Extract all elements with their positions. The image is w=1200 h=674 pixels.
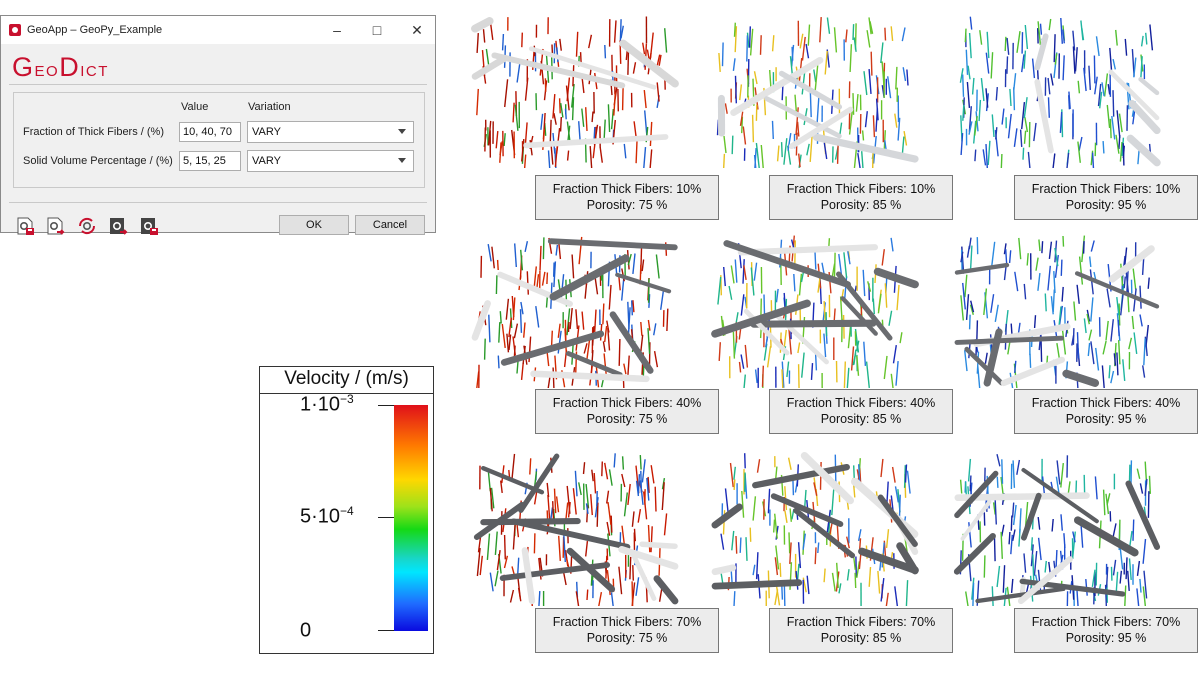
solid-volume-value-input[interactable] xyxy=(179,151,241,171)
tick-mid xyxy=(378,517,394,518)
porosity-label: Porosity: 85 % xyxy=(820,198,902,212)
porosity-label: Porosity: 95 % xyxy=(1065,631,1147,645)
porosity-label: Porosity: 85 % xyxy=(820,631,902,645)
simulation-render-5 xyxy=(710,225,920,388)
fiber-fraction-label: Fraction Thick Fibers: 70% xyxy=(552,615,702,629)
app-icon xyxy=(9,24,21,36)
simulation-render-6 xyxy=(952,225,1162,388)
geoapp-dialog: GeoApp – GeoPy_Example – □ ✕ GeoDict Val… xyxy=(0,15,436,236)
thick-fibers-value-input[interactable] xyxy=(179,122,241,142)
simulation-render-9 xyxy=(952,443,1162,606)
logo-divider xyxy=(9,84,427,85)
porosity-label: Porosity: 85 % xyxy=(820,412,902,426)
refresh-settings-icon[interactable] xyxy=(77,216,97,236)
cancel-button[interactable]: Cancel xyxy=(355,215,425,235)
simulation-render-3 xyxy=(952,5,1162,168)
chevron-down-icon xyxy=(398,158,406,163)
fiber-fraction-label: Fraction Thick Fibers: 40% xyxy=(552,396,702,410)
tick-label-mid: 5·10−4 xyxy=(300,504,354,528)
fiber-fraction-label: Fraction Thick Fibers: 70% xyxy=(1031,615,1181,629)
porosity-label: Porosity: 75 % xyxy=(586,198,668,212)
result-caption-1: Fraction Thick Fibers: 10% Porosity: 75 % xyxy=(535,175,719,220)
export-icon[interactable] xyxy=(108,216,128,236)
result-caption-2: Fraction Thick Fibers: 10% Porosity: 85 % xyxy=(769,175,953,220)
tick-max xyxy=(378,405,394,406)
ok-button[interactable]: OK xyxy=(279,215,349,235)
title-bar[interactable]: GeoApp – GeoPy_Example – □ ✕ xyxy=(1,16,435,44)
thick-fibers-label: Fraction of Thick Fibers / (%) xyxy=(23,126,164,138)
fiber-fraction-label: Fraction Thick Fibers: 40% xyxy=(1031,396,1181,410)
result-caption-9: Fraction Thick Fibers: 70% Porosity: 95 % xyxy=(1014,608,1198,653)
chevron-down-icon xyxy=(398,129,406,134)
maximize-icon[interactable]: □ xyxy=(372,22,382,38)
fiber-fraction-label: Fraction Thick Fibers: 10% xyxy=(786,182,936,196)
porosity-label: Porosity: 95 % xyxy=(1065,198,1147,212)
save-settings-icon[interactable] xyxy=(15,216,35,236)
window-title: GeoApp – GeoPy_Example xyxy=(27,24,163,36)
simulation-render-4 xyxy=(470,225,680,388)
fiber-fraction-label: Fraction Thick Fibers: 10% xyxy=(552,182,702,196)
result-caption-5: Fraction Thick Fibers: 40% Porosity: 85 % xyxy=(769,389,953,434)
toolbar-divider xyxy=(9,202,427,203)
minimize-icon[interactable]: – xyxy=(333,22,341,38)
result-caption-8: Fraction Thick Fibers: 70% Porosity: 85 % xyxy=(769,608,953,653)
result-caption-4: Fraction Thick Fibers: 40% Porosity: 75 % xyxy=(535,389,719,434)
colorbar-title: Velocity / (m/s) xyxy=(284,368,409,389)
simulation-render-8 xyxy=(710,443,920,606)
tick-label-min: 0 xyxy=(300,619,312,642)
parameter-group xyxy=(13,92,425,188)
solid-volume-label: Solid Volume Percentage / (%) xyxy=(23,155,173,167)
fiber-fraction-label: Fraction Thick Fibers: 10% xyxy=(1031,182,1181,196)
value-column-header: Value xyxy=(181,101,209,113)
tick-label-max: 1·10−3 xyxy=(300,392,354,416)
solid-volume-variation-value: VARY xyxy=(252,155,281,167)
tick-min xyxy=(378,630,394,631)
simulation-render-1 xyxy=(470,5,680,168)
close-icon[interactable]: ✕ xyxy=(411,21,423,38)
velocity-colorbar: Velocity / (m/s) 1·10−3 5·10−4 0 xyxy=(259,366,434,654)
lock-icon[interactable] xyxy=(139,216,159,236)
result-caption-6: Fraction Thick Fibers: 40% Porosity: 95 % xyxy=(1014,389,1198,434)
variation-column-header: Variation xyxy=(248,101,291,113)
solid-volume-variation-select[interactable]: VARY xyxy=(247,150,414,172)
thick-fibers-variation-select[interactable]: VARY xyxy=(247,121,414,143)
porosity-label: Porosity: 95 % xyxy=(1065,412,1147,426)
porosity-label: Porosity: 75 % xyxy=(586,412,668,426)
porosity-label: Porosity: 75 % xyxy=(586,631,668,645)
result-caption-7: Fraction Thick Fibers: 70% Porosity: 75 % xyxy=(535,608,719,653)
fiber-fraction-label: Fraction Thick Fibers: 40% xyxy=(786,396,936,410)
result-caption-3: Fraction Thick Fibers: 10% Porosity: 95 % xyxy=(1014,175,1198,220)
geodict-logo: GeoDict xyxy=(12,52,109,82)
load-settings-icon[interactable] xyxy=(45,216,65,236)
fiber-fraction-label: Fraction Thick Fibers: 70% xyxy=(786,615,936,629)
simulation-render-2 xyxy=(710,5,920,168)
colorbar-divider xyxy=(260,393,433,394)
simulation-render-7 xyxy=(470,443,680,606)
thick-fibers-variation-value: VARY xyxy=(252,126,281,138)
color-gradient xyxy=(394,405,428,631)
